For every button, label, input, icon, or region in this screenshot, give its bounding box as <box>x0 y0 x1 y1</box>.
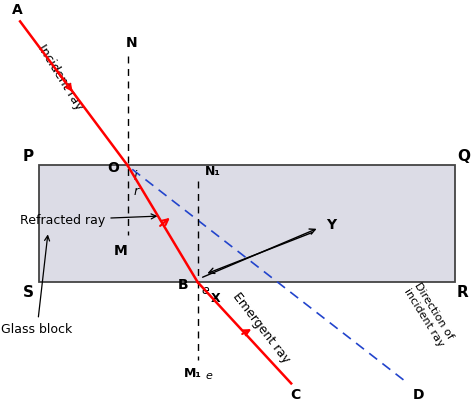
Text: X: X <box>211 292 220 305</box>
Text: D: D <box>413 387 424 401</box>
Text: Y: Y <box>326 217 337 231</box>
Text: r: r <box>133 185 138 198</box>
Text: i: i <box>133 169 137 182</box>
Text: e: e <box>201 284 209 297</box>
Text: B: B <box>178 277 188 292</box>
Text: Q: Q <box>457 149 470 164</box>
FancyBboxPatch shape <box>39 166 455 283</box>
Text: S: S <box>23 284 34 299</box>
Text: Refracted ray: Refracted ray <box>20 214 156 227</box>
Text: e: e <box>206 370 213 380</box>
Text: Incident ray: Incident ray <box>36 42 86 112</box>
Text: P: P <box>23 149 34 164</box>
Text: M₁: M₁ <box>184 366 202 379</box>
Text: M: M <box>114 244 128 258</box>
Text: Emergent ray: Emergent ray <box>230 290 292 365</box>
Text: A: A <box>12 2 23 17</box>
Text: Glass block: Glass block <box>1 236 73 336</box>
Text: N₁: N₁ <box>205 165 220 178</box>
Text: R: R <box>457 284 469 299</box>
Text: O: O <box>107 161 119 175</box>
Text: C: C <box>291 387 301 401</box>
Text: N: N <box>126 36 137 49</box>
Text: Direction of
incident ray: Direction of incident ray <box>402 280 456 347</box>
